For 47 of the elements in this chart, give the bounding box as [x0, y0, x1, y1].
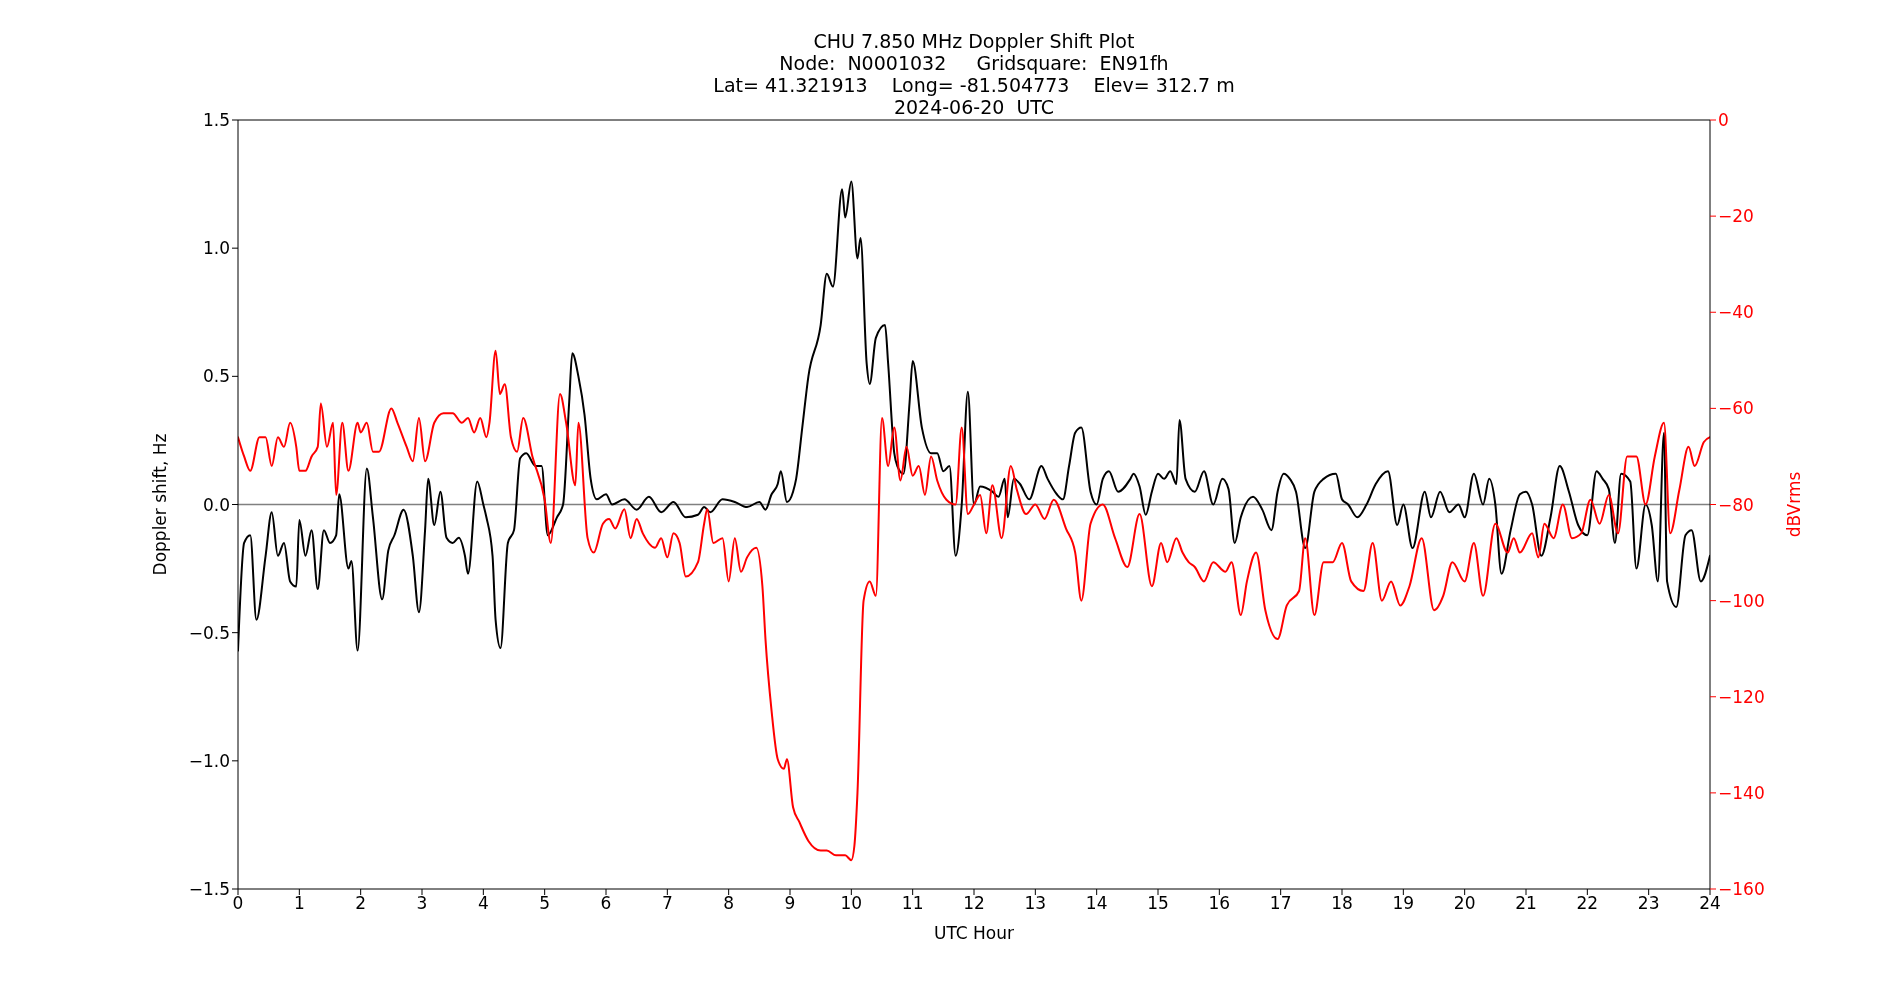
- x-tick-label: 12: [963, 893, 985, 914]
- x-tick-label: 10: [840, 893, 863, 914]
- x-tick-label: 19: [1392, 893, 1415, 914]
- y2-tick-label: −100: [1718, 590, 1765, 611]
- x-axis-title: UTC Hour: [933, 923, 1015, 943]
- y-tick-label: −1.5: [188, 879, 230, 900]
- x-tick-label: 9: [784, 893, 796, 914]
- y-tick-label: −0.5: [188, 622, 230, 643]
- y-axis-title: Doppler shift, Hz: [150, 433, 171, 576]
- x-tick-label: 15: [1147, 893, 1169, 914]
- x-tick-label: 1: [293, 893, 305, 914]
- y2-tick-label: −80: [1718, 494, 1754, 515]
- x-tick-label: 8: [723, 893, 735, 914]
- x-tick-label: 2: [355, 893, 367, 914]
- x-tick-label: 22: [1576, 893, 1599, 914]
- y-tick-label: 0.5: [202, 366, 230, 387]
- chart-title: CHU 7.850 MHz Doppler Shift Plot: [812, 30, 1136, 52]
- y2-tick-label: −60: [1718, 398, 1754, 419]
- y2-tick-label: 0: [1718, 110, 1729, 131]
- y-tick-label: 1.5: [202, 110, 230, 131]
- x-tick-label: 5: [539, 893, 551, 914]
- x-tick-label: 11: [901, 893, 924, 914]
- x-tick-label: 7: [661, 893, 673, 914]
- x-tick-label: 18: [1331, 893, 1353, 914]
- line-series: [238, 349, 1710, 862]
- y2-tick-label: −140: [1718, 782, 1765, 803]
- y2-tick-label: −40: [1718, 302, 1754, 323]
- x-tick-label: 14: [1085, 893, 1108, 914]
- x-tick-label: 0: [232, 893, 244, 914]
- y-tick-label: −1.0: [188, 750, 230, 771]
- chart-subtitle: Node: N0001032 Gridsquare: EN91fh Lat= 41.321913 Long= -81.504773 Elev= 312.7 m 2024-06-20 UTC: [712, 52, 1236, 118]
- x-tick-label: 4: [477, 893, 489, 914]
- y-tick-label: 0.0: [202, 494, 230, 515]
- x-tick-label: 17: [1269, 893, 1292, 914]
- x-tick-label: 24: [1699, 893, 1721, 914]
- x-tick-label: 23: [1637, 893, 1660, 914]
- x-tick-label: 13: [1024, 893, 1047, 914]
- x-tick-label: 6: [600, 893, 612, 914]
- y2-tick-label: −120: [1718, 686, 1765, 707]
- y2-tick-label: −20: [1718, 206, 1754, 227]
- y2-tick-label: −160: [1718, 879, 1765, 900]
- y-tick-label: 1.0: [202, 238, 230, 259]
- x-tick-label: 16: [1208, 893, 1231, 914]
- y2-axis-title: dBVrms: [1784, 471, 1805, 538]
- x-tick-label: 20: [1453, 893, 1476, 914]
- x-tick-label: 3: [416, 893, 428, 914]
- x-tick-label: 21: [1515, 893, 1537, 914]
